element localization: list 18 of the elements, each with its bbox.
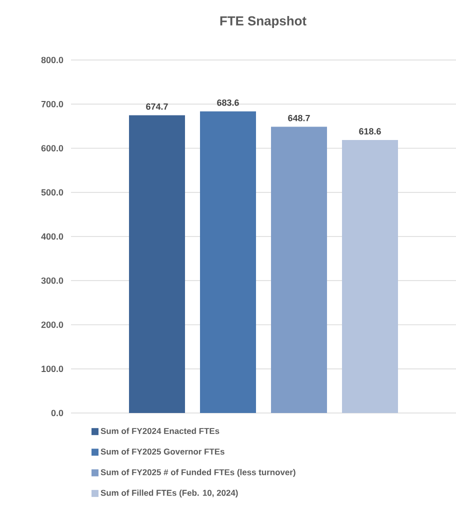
y-tick-label: 100.0 xyxy=(42,366,64,372)
legend-label: Sum of Filled FTEs (Feb. 10, 2024) xyxy=(100,490,238,498)
y-tick-label: 600.0 xyxy=(41,145,64,152)
y-tick-label: 0.0 xyxy=(51,410,64,416)
chart-title: FTE Snapshot xyxy=(220,16,306,28)
legend-label: Sum of FY2025 Governor FTEs xyxy=(100,448,224,455)
y-tick-label: 800.0 xyxy=(41,56,64,64)
data-label: 648.7 xyxy=(288,114,310,122)
data-label: 618.6 xyxy=(359,128,381,135)
legend-label: Sum of FY2025 # of Funded FTEs (less turnover) xyxy=(100,469,296,477)
y-tick-label: 500.0 xyxy=(41,189,64,196)
y-tick-label: 200.0 xyxy=(41,322,64,328)
data-label: 683.6 xyxy=(217,99,239,106)
y-tick-label: 700.0 xyxy=(41,100,64,108)
y-tick-label: 300.0 xyxy=(41,277,64,284)
legend-label: Sum of FY2024 Enacted FTEs xyxy=(100,428,220,434)
y-tick-label: 400.0 xyxy=(41,233,64,240)
data-label: 674.7 xyxy=(146,103,168,110)
